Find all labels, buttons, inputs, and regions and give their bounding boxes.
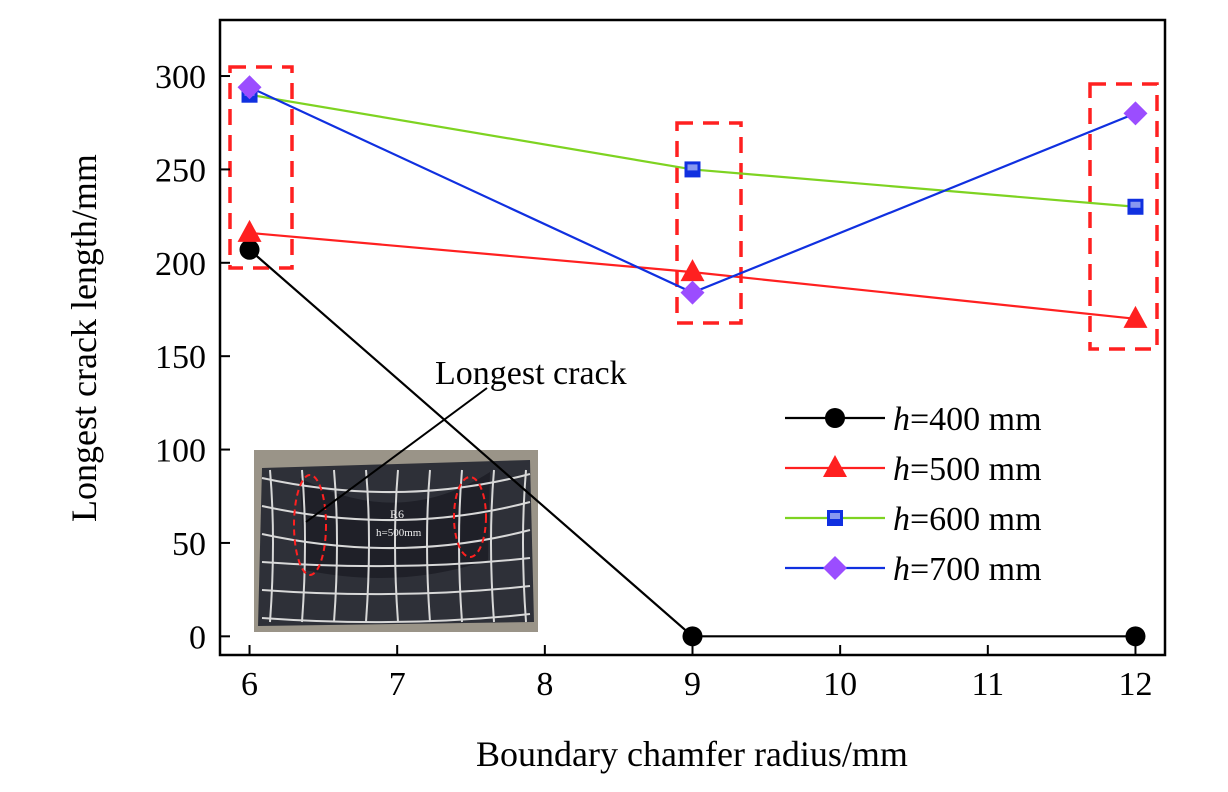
highlight-box <box>1088 82 1159 351</box>
photo-grid <box>261 469 531 624</box>
legend-label: h=600 mm <box>893 501 1042 538</box>
photo-grid-line <box>261 501 531 522</box>
legend-marker <box>823 556 847 580</box>
y-tick-label: 0 <box>189 619 206 656</box>
highlight-box <box>675 121 743 325</box>
inset-photo: R6 h=500mm <box>254 450 538 632</box>
series-group <box>237 75 1148 647</box>
x-tick-label: 9 <box>684 666 701 703</box>
x-tick-label: 10 <box>823 666 857 703</box>
legend-marker <box>823 455 847 477</box>
photo-grid-line <box>365 469 370 623</box>
legend: h=400 mm h=500 mm h=600 mm h=700 mm <box>785 401 1042 588</box>
y-tick-label: 300 <box>155 59 206 96</box>
legend-marker <box>825 408 845 428</box>
data-point-highlight <box>687 164 698 171</box>
x-axis-label: Boundary chamfer radius/mm <box>476 734 908 774</box>
photo-label-2: h=500mm <box>376 527 422 539</box>
highlight-boxes <box>228 65 1159 351</box>
photo-grid-line <box>522 469 527 623</box>
annotation-longest-crack: Longest crack <box>435 355 627 392</box>
photo-grid-line <box>394 469 399 623</box>
photo-grid-line <box>261 613 531 624</box>
series-h-700-mm <box>237 75 1148 305</box>
legend-item: h=600 mm <box>785 501 1042 538</box>
y-tick-label: 200 <box>155 246 206 283</box>
y-tick-label: 100 <box>155 433 206 470</box>
x-tick-label: 6 <box>241 666 258 703</box>
legend-marker-highlight <box>830 513 840 519</box>
series-line <box>249 93 1136 208</box>
x-axis: 6 7 8 9 10 11 12 <box>241 645 1152 703</box>
photo-grid-line <box>261 557 531 568</box>
photo-grid-line <box>490 469 495 623</box>
series-h-500-mm <box>237 219 1148 328</box>
series-h-600-mm <box>241 86 1144 215</box>
photo-grid-line <box>261 585 531 596</box>
y-tick-label: 250 <box>155 152 206 189</box>
x-tick-label: 11 <box>971 666 1004 703</box>
legend-item: h=500 mm <box>785 451 1042 488</box>
data-point <box>239 239 260 260</box>
y-axis: 0 50 100 150 200 250 300 <box>155 59 230 656</box>
x-tick-label: 8 <box>536 666 553 703</box>
data-point <box>237 219 262 242</box>
legend-item: h=400 mm <box>785 401 1042 438</box>
series-h-400-mm <box>239 239 1146 647</box>
photo-grid-line <box>261 473 531 494</box>
photo-label-1: R6 <box>390 507 404 521</box>
legend-label: h=500 mm <box>893 451 1042 488</box>
photo-grid-line <box>269 469 274 623</box>
y-axis-label: Longest crack length/mm <box>64 154 104 522</box>
photo-crack-highlight-right <box>453 476 487 558</box>
data-point <box>1125 626 1146 647</box>
data-point <box>1123 305 1148 328</box>
y-tick-label: 150 <box>155 339 206 376</box>
x-tick-label: 12 <box>1118 666 1152 703</box>
photo-grid-line <box>426 469 431 623</box>
highlight-box <box>228 65 294 270</box>
annotation-leader-line <box>305 387 488 523</box>
data-point-highlight <box>1130 201 1141 208</box>
data-point <box>237 75 262 100</box>
data-point <box>682 626 703 647</box>
photo-grid-line <box>261 529 531 550</box>
data-point <box>680 259 705 282</box>
y-tick-label: 50 <box>172 526 206 563</box>
data-point <box>1123 101 1148 126</box>
legend-item: h=700 mm <box>785 551 1042 588</box>
data-point <box>680 280 705 305</box>
x-tick-label: 7 <box>389 666 406 703</box>
legend-label: h=700 mm <box>893 551 1042 588</box>
photo-grid-line <box>333 469 338 623</box>
photo-crack-highlight-left <box>293 474 327 576</box>
legend-label: h=400 mm <box>893 401 1042 438</box>
